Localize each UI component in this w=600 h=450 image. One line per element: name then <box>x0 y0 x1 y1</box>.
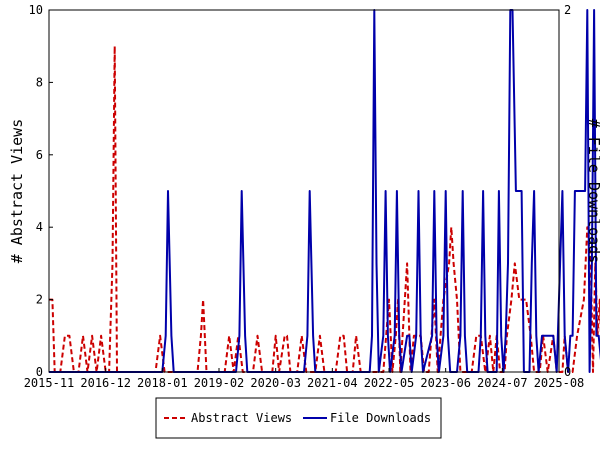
series-line-file-downloads <box>49 9 600 373</box>
series-layer <box>49 9 600 373</box>
left-axis-title: # Abstract Views <box>8 119 26 264</box>
legend-box <box>155 397 442 439</box>
plot-frame <box>48 9 560 373</box>
left-tick-label: 2 <box>36 293 43 307</box>
x-tick-label: 2023-06 <box>420 376 471 390</box>
x-tick-label: 2025-08 <box>534 376 585 390</box>
left-tick-label: 4 <box>36 220 43 234</box>
right-axis-title: # File Downloads <box>585 119 600 264</box>
right-tick-label: 0 <box>564 365 571 379</box>
x-tick-label: 2022-05 <box>364 376 415 390</box>
left-tick-label: 10 <box>29 3 43 17</box>
x-tick-label: 2020-03 <box>250 376 301 390</box>
right-tick-label: 2 <box>564 3 571 17</box>
x-tick-label: 2024-07 <box>477 376 528 390</box>
series-line-abstract-views <box>49 45 600 373</box>
legend: Abstract Views File Downloads <box>155 397 442 439</box>
x-tick-label: 2021-04 <box>307 376 358 390</box>
left-tick-label: 6 <box>36 148 43 162</box>
left-tick-label: 0 <box>36 365 43 379</box>
left-tick-label: 8 <box>36 75 43 89</box>
x-tick-label: 2015-11 <box>24 376 75 390</box>
x-tick-label: 2016-12 <box>80 376 131 390</box>
x-tick-label: 2019-02 <box>194 376 245 390</box>
axis-layer: 0 2 4 6 8 10 0 2 2015-11 2016-12 2018-01 2019-02 202… <box>24 3 585 390</box>
x-tick-label: 2018-01 <box>137 376 188 390</box>
legend-label-abstract-views: Abstract Views <box>191 411 292 425</box>
legend-label-file-downloads: File Downloads <box>330 411 431 425</box>
